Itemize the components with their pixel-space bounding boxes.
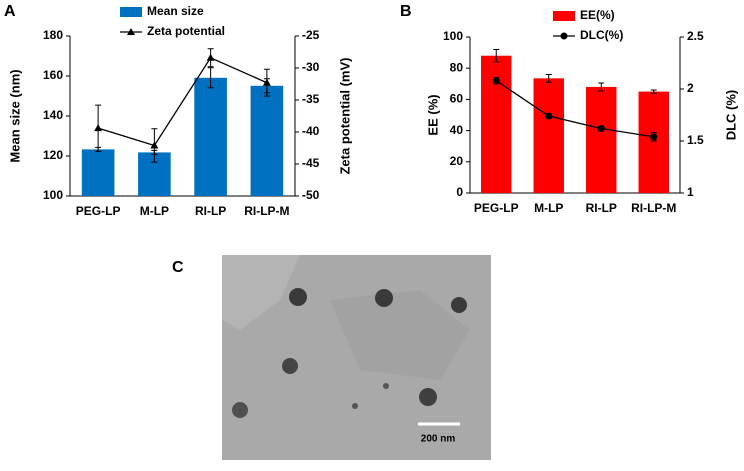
- legend-swatch: [120, 7, 142, 17]
- marker: [150, 141, 159, 149]
- y-tick-label: 20: [450, 154, 464, 168]
- tem-image: 200 nm: [222, 255, 491, 460]
- marker: [545, 112, 553, 120]
- y-tick-label: 120: [43, 148, 63, 162]
- particle: [451, 297, 467, 313]
- y2-tick-label: 1.5: [687, 133, 704, 147]
- bar: [250, 85, 284, 196]
- y2-axis-title: DLC (%): [723, 90, 738, 141]
- y-tick-label: 80: [450, 60, 464, 74]
- particle: [282, 358, 298, 374]
- bar: [194, 77, 227, 196]
- x-tick-label: M-LP: [140, 204, 169, 218]
- panel-label: C: [172, 259, 184, 276]
- particle: [419, 388, 437, 406]
- legend-label: Zeta potential: [147, 24, 225, 38]
- y2-tick-label: -30: [302, 60, 320, 74]
- particle: [383, 383, 389, 389]
- bar: [481, 55, 512, 193]
- y-tick-label: 0: [456, 185, 463, 199]
- y2-tick-label: 1: [687, 185, 694, 199]
- y2-tick-label: 2.5: [687, 29, 704, 43]
- legend-marker: [560, 32, 568, 40]
- bar: [533, 78, 564, 193]
- legend-marker: [127, 28, 135, 35]
- particle: [289, 288, 307, 306]
- y-tick-label: 40: [450, 123, 464, 137]
- panel-label: B: [400, 3, 412, 20]
- y-tick-label: 180: [43, 28, 63, 42]
- particle: [232, 402, 248, 418]
- error-bar: [493, 48, 500, 63]
- marker: [94, 124, 103, 132]
- error-bar: [598, 82, 605, 92]
- bar: [81, 149, 115, 196]
- y2-tick-label: -45: [302, 156, 320, 170]
- legend-label: DLC(%): [580, 28, 623, 42]
- y2-tick-label: -40: [302, 124, 320, 138]
- x-tick-label: RI-LP-M: [244, 204, 289, 218]
- x-tick-label: PEG-LP: [76, 204, 121, 218]
- scale-bar-label: 200 nm: [421, 434, 456, 445]
- legend-swatch: [553, 11, 575, 21]
- error-bar: [650, 89, 657, 94]
- y2-tick-label: -50: [302, 188, 320, 202]
- y-axis-title: Mean size (nm): [7, 69, 22, 162]
- x-tick-label: RI-LP: [586, 201, 617, 215]
- legend-label: EE(%): [580, 8, 615, 22]
- particle: [375, 289, 393, 307]
- marker: [597, 125, 605, 133]
- y2-tick-label: -25: [302, 28, 320, 42]
- y2-axis-title: Zeta potential (mV): [337, 57, 352, 174]
- marker: [206, 53, 215, 61]
- marker: [650, 133, 658, 141]
- y2-tick-label: 2: [687, 81, 694, 95]
- x-tick-label: PEG-LP: [474, 201, 519, 215]
- x-tick-label: RI-LP-M: [631, 201, 676, 215]
- y-tick-label: 100: [43, 188, 63, 202]
- x-tick-label: M-LP: [534, 201, 563, 215]
- texture: [222, 255, 300, 330]
- y-axis-title: EE (%): [425, 94, 440, 135]
- line: [97, 56, 268, 147]
- marker: [262, 78, 271, 86]
- texture: [330, 290, 470, 380]
- bar: [638, 91, 669, 193]
- y-tick-label: 160: [43, 68, 63, 82]
- legend-label: Mean size: [147, 4, 204, 18]
- panel-label: A: [4, 3, 16, 20]
- y-tick-label: 140: [43, 108, 63, 122]
- error-bar: [207, 67, 214, 89]
- particle: [352, 403, 358, 409]
- bar: [586, 86, 617, 193]
- line: [495, 80, 654, 138]
- error-bar: [545, 73, 552, 83]
- marker: [492, 77, 500, 85]
- x-tick-label: RI-LP: [195, 204, 226, 218]
- y-tick-label: 100: [443, 29, 463, 43]
- y2-tick-label: -35: [302, 92, 320, 106]
- y-tick-label: 60: [450, 92, 464, 106]
